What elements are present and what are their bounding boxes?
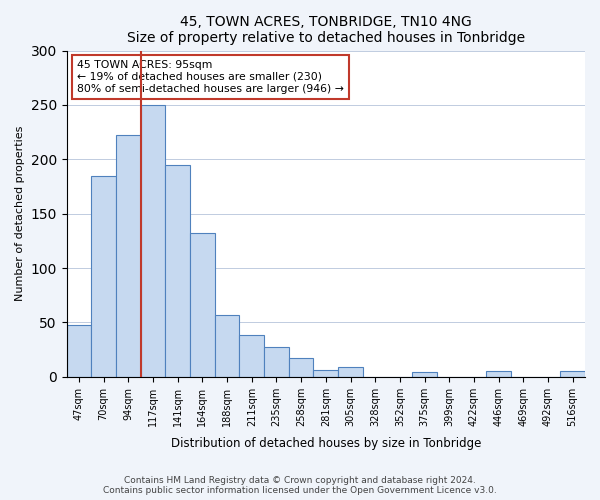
Bar <box>560 372 585 377</box>
Text: 45 TOWN ACRES: 95sqm
← 19% of detached houses are smaller (230)
80% of semi-deta: 45 TOWN ACRES: 95sqm ← 19% of detached h… <box>77 60 344 94</box>
Bar <box>116 136 141 377</box>
Bar <box>166 164 190 377</box>
Bar <box>190 233 215 377</box>
Title: 45, TOWN ACRES, TONBRIDGE, TN10 4NG
Size of property relative to detached houses: 45, TOWN ACRES, TONBRIDGE, TN10 4NG Size… <box>127 15 525 45</box>
Bar <box>486 372 511 377</box>
Bar <box>289 358 313 377</box>
Text: Contains HM Land Registry data © Crown copyright and database right 2024.
Contai: Contains HM Land Registry data © Crown c… <box>103 476 497 495</box>
Bar <box>239 336 264 377</box>
Bar <box>91 176 116 377</box>
Bar <box>412 372 437 377</box>
Bar <box>264 348 289 377</box>
Bar <box>67 324 91 377</box>
Bar <box>141 105 166 377</box>
X-axis label: Distribution of detached houses by size in Tonbridge: Distribution of detached houses by size … <box>170 437 481 450</box>
Bar <box>338 367 363 377</box>
Y-axis label: Number of detached properties: Number of detached properties <box>15 126 25 302</box>
Bar <box>215 315 239 377</box>
Bar <box>313 370 338 377</box>
